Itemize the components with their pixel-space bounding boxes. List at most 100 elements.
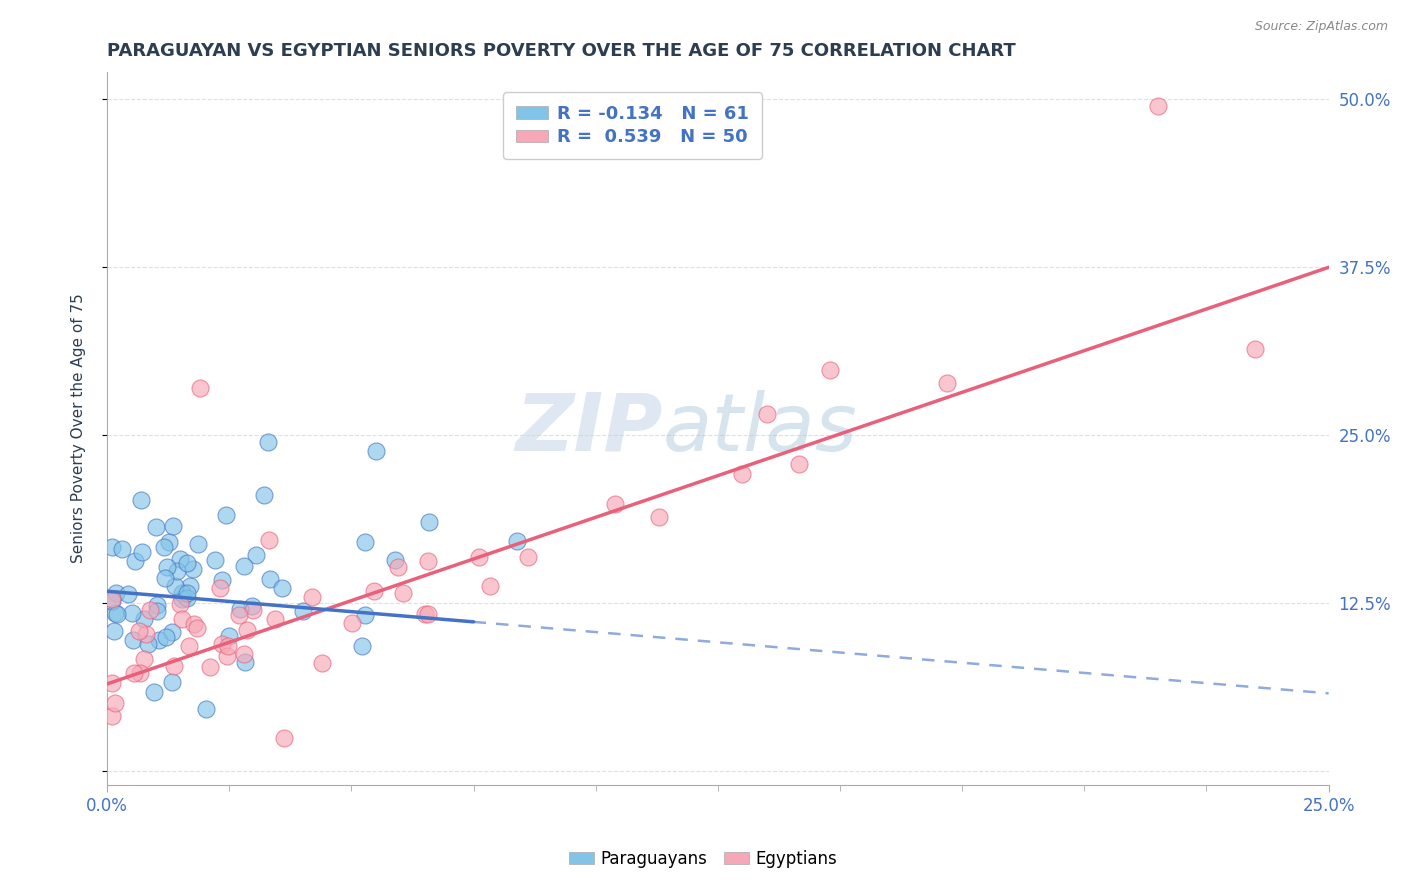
Point — [142, 684, 165, 698]
Point — [169, 552, 191, 566]
Point — [232, 648, 254, 662]
Legend: R = -0.134   N = 61, R =  0.539   N = 50: R = -0.134 N = 61, R = 0.539 N = 50 — [503, 92, 762, 159]
Point — [101, 540, 124, 554]
Point — [204, 553, 226, 567]
Text: PARAGUAYAN VS EGYPTIAN SENIORS POVERTY OVER THE AGE OF 75 CORRELATION CHART: PARAGUAYAN VS EGYPTIAN SENIORS POVERTY O… — [107, 42, 1015, 60]
Point — [354, 607, 377, 622]
Point — [1244, 342, 1267, 356]
Point — [107, 607, 129, 621]
Point — [291, 604, 314, 618]
Point — [211, 637, 233, 651]
Point — [218, 629, 240, 643]
Point — [416, 607, 439, 621]
Point — [156, 559, 179, 574]
Point — [104, 606, 127, 620]
Point — [208, 581, 231, 595]
Point — [818, 363, 841, 377]
Point — [187, 537, 209, 551]
Point — [242, 602, 264, 616]
Point — [155, 630, 177, 644]
Point — [131, 545, 153, 559]
Point — [363, 584, 385, 599]
Point — [413, 607, 436, 621]
Point — [176, 586, 198, 600]
Point — [101, 591, 124, 606]
Point — [311, 657, 333, 671]
Point — [301, 591, 323, 605]
Point — [104, 586, 127, 600]
Point — [162, 518, 184, 533]
Point — [121, 606, 143, 620]
Point — [340, 615, 363, 630]
Point — [146, 598, 169, 612]
Point — [253, 488, 276, 502]
Point — [354, 534, 377, 549]
Point — [211, 573, 233, 587]
Point — [170, 585, 193, 599]
Point — [271, 581, 294, 595]
Point — [103, 696, 125, 710]
Point — [166, 564, 188, 578]
Point — [122, 665, 145, 680]
Point — [188, 381, 211, 395]
Point — [169, 598, 191, 612]
Point — [111, 541, 134, 556]
Point — [146, 604, 169, 618]
Point — [364, 444, 387, 458]
Point — [731, 467, 754, 482]
Point — [128, 665, 150, 680]
Text: atlas: atlas — [662, 390, 858, 467]
Point — [215, 649, 238, 664]
Point — [350, 639, 373, 653]
Point — [160, 625, 183, 640]
Point — [186, 621, 208, 635]
Point — [148, 633, 170, 648]
Point — [101, 675, 124, 690]
Point — [153, 571, 176, 585]
Point — [1146, 99, 1168, 113]
Point — [198, 660, 221, 674]
Point — [387, 559, 409, 574]
Point — [263, 612, 285, 626]
Point — [232, 559, 254, 574]
Point — [160, 675, 183, 690]
Point — [129, 492, 152, 507]
Point — [756, 407, 779, 421]
Point — [132, 612, 155, 626]
Point — [183, 617, 205, 632]
Point — [181, 562, 204, 576]
Point — [245, 548, 267, 562]
Point — [603, 497, 626, 511]
Point — [273, 731, 295, 745]
Point — [139, 603, 162, 617]
Point — [122, 633, 145, 648]
Point — [177, 639, 200, 653]
Point — [176, 556, 198, 570]
Point — [101, 708, 124, 723]
Point — [217, 639, 239, 653]
Point — [418, 515, 440, 529]
Point — [135, 627, 157, 641]
Point — [101, 594, 124, 608]
Point — [259, 572, 281, 586]
Point — [117, 587, 139, 601]
Point — [194, 701, 217, 715]
Point — [157, 535, 180, 549]
Y-axis label: Seniors Poverty Over the Age of 75: Seniors Poverty Over the Age of 75 — [72, 293, 86, 564]
Point — [935, 376, 957, 390]
Point — [229, 601, 252, 615]
Point — [132, 652, 155, 666]
Point — [172, 611, 194, 625]
Point — [163, 659, 186, 673]
Point — [257, 435, 280, 450]
Point — [517, 550, 540, 565]
Point — [136, 637, 159, 651]
Point — [163, 579, 186, 593]
Point — [479, 579, 502, 593]
Point — [179, 579, 201, 593]
Point — [170, 592, 193, 607]
Point — [787, 457, 810, 471]
Point — [257, 533, 280, 547]
Point — [228, 608, 250, 623]
Text: ZIP: ZIP — [516, 390, 662, 467]
